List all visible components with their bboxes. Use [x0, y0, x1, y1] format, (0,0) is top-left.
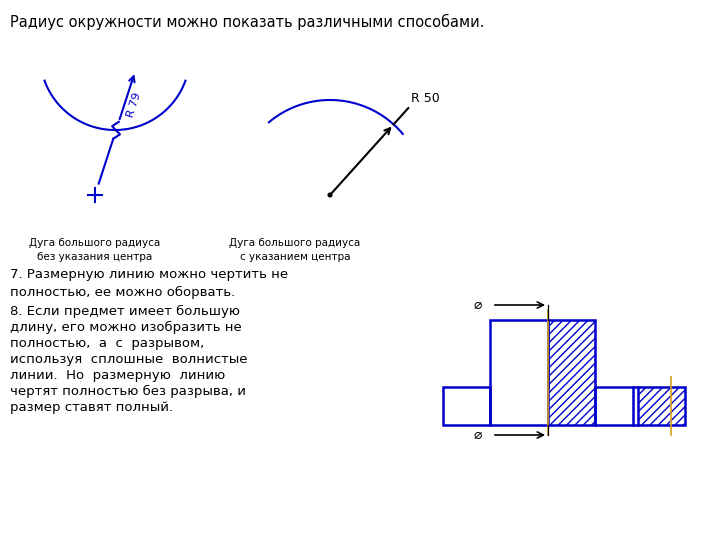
Text: 8. Если предмет имеет большую: 8. Если предмет имеет большую — [10, 305, 240, 318]
Text: Радиус окружности можно показать различными способами.: Радиус окружности можно показать различн… — [10, 14, 485, 30]
Text: ⌀: ⌀ — [474, 428, 482, 442]
Text: Дуга большого радиуса
с указанием центра: Дуга большого радиуса с указанием центра — [230, 238, 361, 262]
Text: ⌀: ⌀ — [474, 298, 482, 312]
Text: Дуга большого радиуса
без указания центра: Дуга большого радиуса без указания центр… — [30, 238, 161, 262]
Bar — [595, 387, 633, 425]
Text: линии.  Но  размерную  линию: линии. Но размерную линию — [10, 369, 225, 382]
Text: R 50: R 50 — [411, 92, 440, 105]
Bar — [443, 387, 490, 425]
Text: R 79: R 79 — [125, 91, 143, 118]
Text: размер ставят полный.: размер ставят полный. — [10, 401, 173, 414]
Text: чертят полностью без разрыва, и: чертят полностью без разрыва, и — [10, 385, 246, 398]
Bar — [638, 387, 685, 425]
Text: длину, его можно изобразить не: длину, его можно изобразить не — [10, 321, 242, 334]
Text: используя  сплошные  волнистые: используя сплошные волнистые — [10, 353, 248, 366]
Circle shape — [328, 193, 332, 197]
Bar — [548, 320, 595, 425]
Text: 7. Размерную линию можно чертить не
полностью, ее можно оборвать.: 7. Размерную линию можно чертить не полн… — [10, 268, 288, 299]
Text: полностью,  а  с  разрывом,: полностью, а с разрывом, — [10, 337, 204, 350]
Bar — [490, 320, 548, 425]
